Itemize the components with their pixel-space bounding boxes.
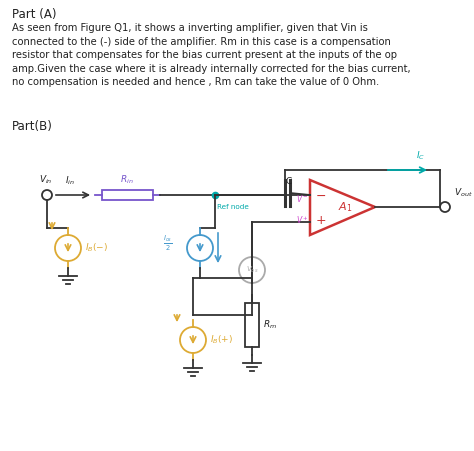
Text: $V^+$: $V^+$ [296,214,309,226]
Text: $V^-$: $V^-$ [296,193,309,204]
Text: $V_{os}$: $V_{os}$ [246,265,258,275]
Text: Part (A): Part (A) [12,8,56,21]
Text: $I_B(+)$: $I_B(+)$ [210,334,233,346]
Text: $I_{in}$: $I_{in}$ [65,175,75,187]
Text: $R_{in}$: $R_{in}$ [120,174,134,186]
Text: $I_C$: $I_C$ [416,149,425,162]
Bar [102,190,153,200]
Text: $R_m$: $R_m$ [263,319,277,331]
Text: −: − [316,189,327,202]
Text: $A_1$: $A_1$ [338,200,353,214]
Text: +: + [316,215,327,227]
Text: As seen from Figure Q1, it shows a inverting amplifier, given that Vin is
connec: As seen from Figure Q1, it shows a inver… [12,23,410,87]
Text: Part(B): Part(B) [12,120,53,133]
Text: Ref node: Ref node [217,204,249,210]
Text: $\frac{I_{os}}{2}$: $\frac{I_{os}}{2}$ [163,233,173,253]
Text: $V_{in}$: $V_{in}$ [39,174,53,186]
Text: $V_{out}$: $V_{out}$ [454,187,473,199]
Text: C: C [286,177,292,186]
Text: $I_B(-)$: $I_B(-)$ [85,242,108,254]
Bar [245,303,259,347]
